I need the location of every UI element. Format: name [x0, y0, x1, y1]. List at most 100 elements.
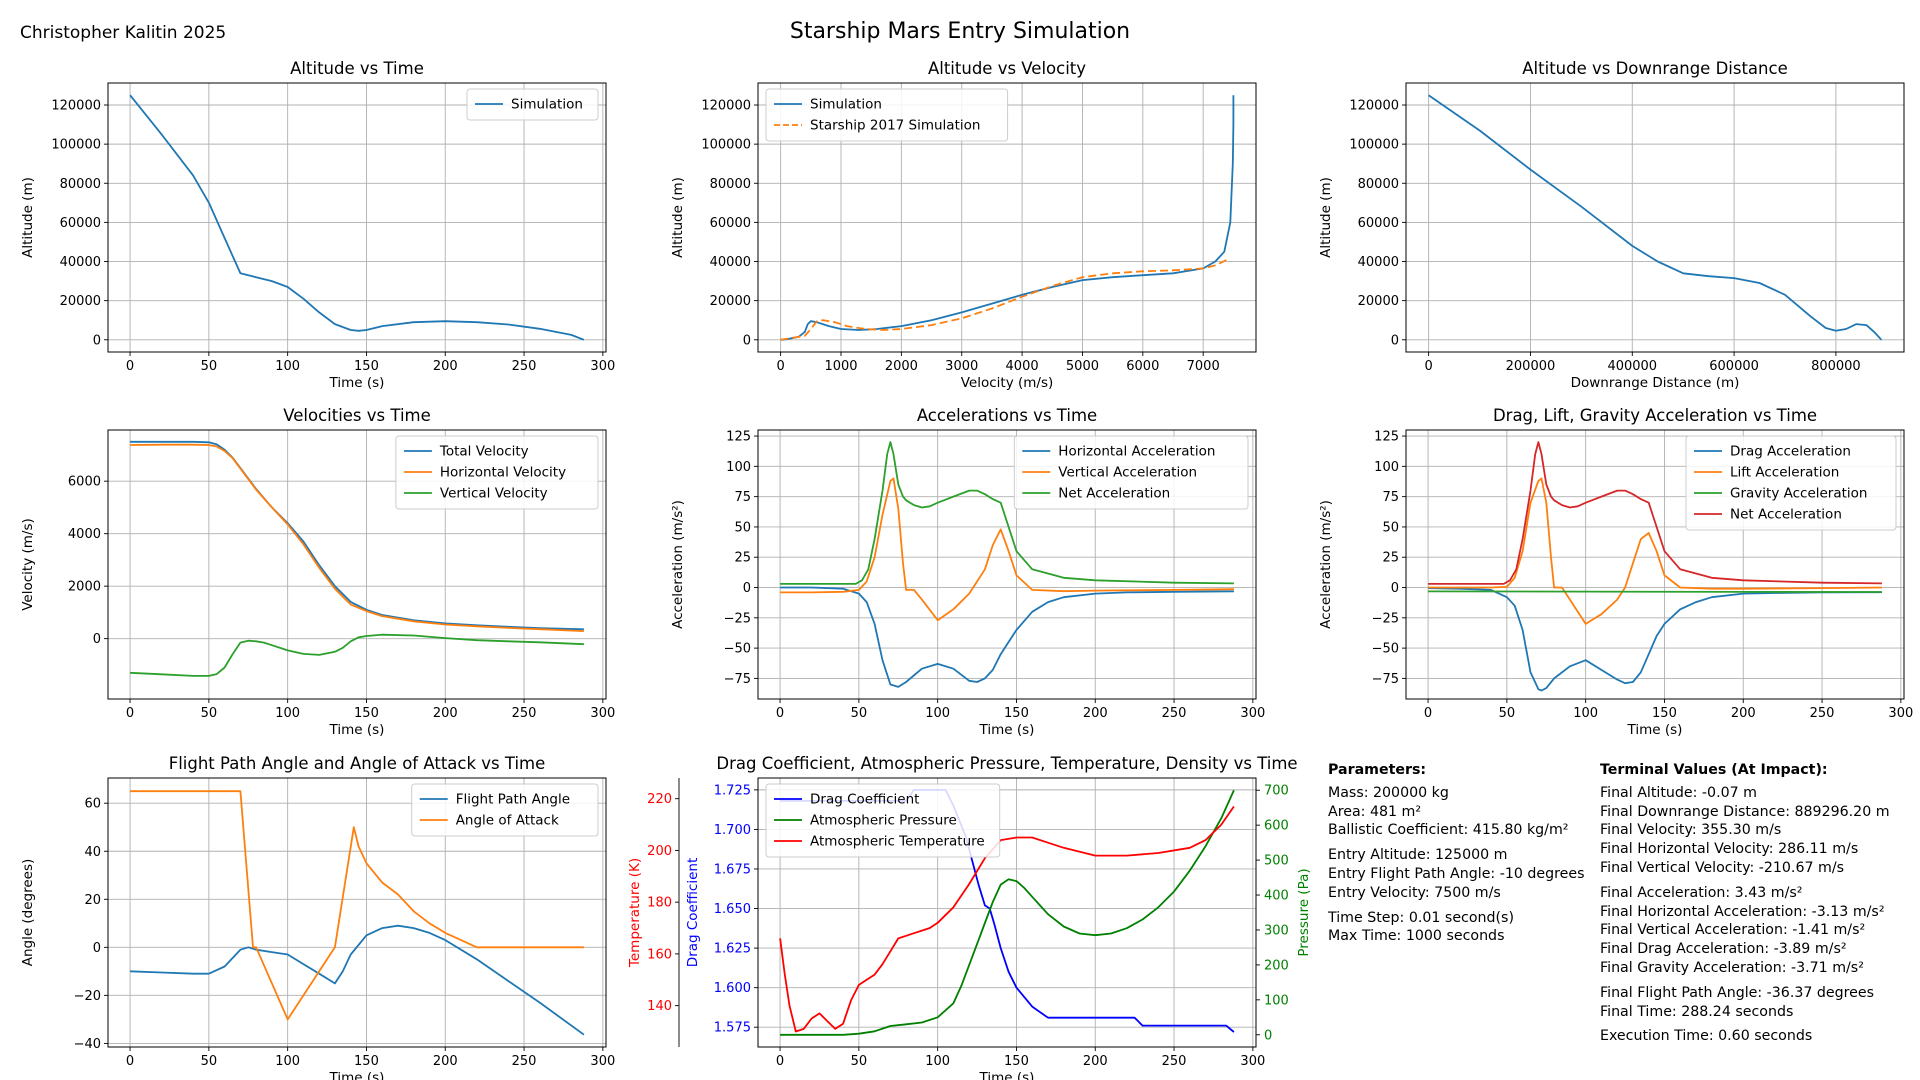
x-axis-label: Time (s): [329, 722, 385, 738]
x-tick-label: 200: [433, 1054, 458, 1069]
chart-title: Drag, Lift, Gravity Acceleration vs Time: [1493, 406, 1817, 425]
x-tick-label: 6000: [1126, 359, 1159, 374]
legend-label-atmospheric-pressure: Atmospheric Pressure: [810, 813, 957, 829]
y-tick-label: 6000: [68, 475, 101, 490]
y-tick-label-pressure: 100: [1264, 993, 1289, 1008]
term-execution-time: Execution Time: 0.60 seconds: [1600, 1028, 1813, 1045]
y-axis-label-temperature: Temperature (K): [627, 858, 643, 968]
x-tick-label: 50: [851, 1054, 868, 1069]
chart-panel-altitude-vs-velocity: Altitude vs Velocity 0 1000 2000 3000 4000 500…: [670, 59, 1257, 391]
param-entry-velocity: Entry Velocity: 7500 m/s: [1328, 884, 1501, 901]
x-axis-label: Time (s): [1627, 722, 1683, 738]
param-ballistic-coefficient: Ballistic Coefficient: 415.80 kg/m²: [1328, 822, 1569, 839]
x-tick-label: 250: [1162, 706, 1187, 721]
x-tick-label: 7000: [1187, 359, 1220, 374]
x-tick-label: 200: [1731, 706, 1756, 721]
chart-title: Altitude vs Time: [290, 59, 424, 78]
y-axis-label-pressure: Pressure (Pa): [1296, 868, 1312, 956]
legend-label-gravity-acceleration: Gravity Acceleration: [1730, 486, 1868, 502]
x-axis-label: Time (s): [979, 1070, 1035, 1080]
series-line-angle-of-attack: [130, 790, 584, 1021]
y-tick-label: 120000: [1349, 99, 1399, 114]
term-final-drag-acceleration: Final Drag Acceleration: -3.89 m/s²: [1600, 941, 1847, 958]
x-tick-label: 150: [1004, 1054, 1029, 1069]
y-tick-label: −50: [724, 642, 751, 657]
legend: Horizontal Acceleration Vertical Accelera…: [1013, 435, 1249, 510]
x-tick-label: 250: [512, 1054, 537, 1069]
x-tick-label: 1000: [824, 359, 857, 374]
axes-frame: [1405, 82, 1905, 353]
param-entry-altitude: Entry Altitude: 125000 m: [1328, 847, 1508, 864]
series-line-atmospheric-pressure: [780, 789, 1235, 1036]
term-final-downrange: Final Downrange Distance: 889296.20 m: [1600, 803, 1890, 820]
x-tick-label: 300: [1240, 706, 1265, 721]
y-tick-label-drag-coefficient: 1.675: [714, 862, 751, 877]
x-axis-label: Time (s): [329, 375, 385, 391]
x-tick-label: 50: [201, 1054, 218, 1069]
y-tick-label: 0: [743, 333, 751, 348]
series-line-horizontal-velocity: [130, 443, 584, 632]
chart-panel-flight-path-angle-and-angle-of-attack-vs-time: Flight Path Angle and Angle of Attack vs…: [20, 754, 615, 1080]
x-tick-label: 100: [275, 359, 300, 374]
y-tick-label: 4000: [68, 527, 101, 542]
x-tick-label: 50: [851, 706, 868, 721]
y-axis-label: Altitude (m): [1318, 177, 1334, 258]
param-time-step: Time Step: 0.01 second(s): [1328, 909, 1514, 926]
legend-box: [411, 783, 599, 837]
y-axis-label: Acceleration (m/s²): [670, 500, 686, 629]
y-tick-label: 100000: [1349, 138, 1399, 153]
y-tick-label: 100: [726, 460, 751, 475]
param-area: Area: 481 m²: [1328, 803, 1422, 820]
legend: Simulation: [466, 88, 599, 121]
legend: Drag Coefficient Atmospheric Pressure Atmo…: [765, 783, 1001, 858]
series-line-flight-path-angle: [130, 924, 585, 1036]
y-tick-label: 100000: [51, 138, 101, 153]
param-mass: Mass: 200000 kg: [1328, 784, 1449, 801]
term-final-velocity: Final Velocity: 355.30 m/s: [1600, 822, 1782, 839]
y-tick-label: 125: [726, 430, 751, 445]
y-tick-label-pressure: 700: [1264, 784, 1289, 799]
y-tick-label: 75: [734, 490, 751, 505]
y-tick-label-drag-coefficient: 1.650: [714, 902, 751, 917]
legend-label-drag-coefficient: Drag Coefficient: [810, 792, 919, 808]
y-tick-label: 20000: [1358, 294, 1399, 309]
y-tick-label: 80000: [60, 177, 101, 192]
chart-panel-drag-lift-gravity-acceleration-vs-time: Drag, Lift, Gravity Acceleration vs Time…: [1318, 406, 1913, 738]
y-tick-label: 50: [734, 520, 751, 535]
x-tick-label: 250: [512, 359, 537, 374]
y-tick-label: 120000: [51, 99, 101, 114]
y-tick-label-temperature: 140: [647, 999, 672, 1014]
x-tick-label: 200: [433, 706, 458, 721]
legend-label-net-acceleration: Net Acceleration: [1058, 486, 1170, 502]
term-final-vertical-velocity: Final Vertical Velocity: -210.67 m/s: [1600, 859, 1844, 876]
legend: Drag Acceleration Lift Acceleration Gravit…: [1685, 435, 1897, 531]
series-line-simulation: [129, 94, 585, 341]
x-tick-label: 200: [433, 359, 458, 374]
y-tick-label: 40000: [1358, 255, 1399, 270]
y-tick-label-pressure: 600: [1264, 819, 1289, 834]
y-tick-label: −40: [74, 1037, 101, 1052]
legend-box: [765, 88, 1009, 142]
y-axis-label: Angle (degrees): [20, 859, 36, 967]
y-axis-label: Altitude (m): [20, 177, 36, 258]
y-tick-label-drag-coefficient: 1.700: [714, 823, 751, 838]
chart-title: Flight Path Angle and Angle of Attack vs…: [169, 754, 546, 773]
y-tick-label: 40000: [710, 255, 751, 270]
axes-frame: [107, 82, 607, 353]
y-axis-label: Acceleration (m/s²): [1318, 500, 1334, 629]
x-axis-label: Velocity (m/s): [961, 375, 1054, 391]
chart-title: Accelerations vs Time: [917, 406, 1097, 425]
axes-frame: [757, 777, 1257, 1048]
x-tick-label: 50: [1499, 706, 1516, 721]
legend-box: [1013, 435, 1249, 510]
terminal-heading: Terminal Values (At Impact):: [1600, 762, 1828, 778]
term-final-time: Final Time: 288.24 seconds: [1600, 1003, 1794, 1020]
x-tick-label: 100: [275, 706, 300, 721]
chart-panel-velocities-vs-time: Velocities vs Time 0 50 100 150 200 250 300 Time…: [20, 406, 615, 738]
legend-label-drag-acceleration: Drag Acceleration: [1730, 444, 1851, 460]
series-line-net-acceleration: [780, 441, 1234, 585]
x-tick-label: 200: [1083, 706, 1108, 721]
y-tick-label: −75: [724, 672, 751, 687]
axes-frame: [107, 429, 607, 700]
